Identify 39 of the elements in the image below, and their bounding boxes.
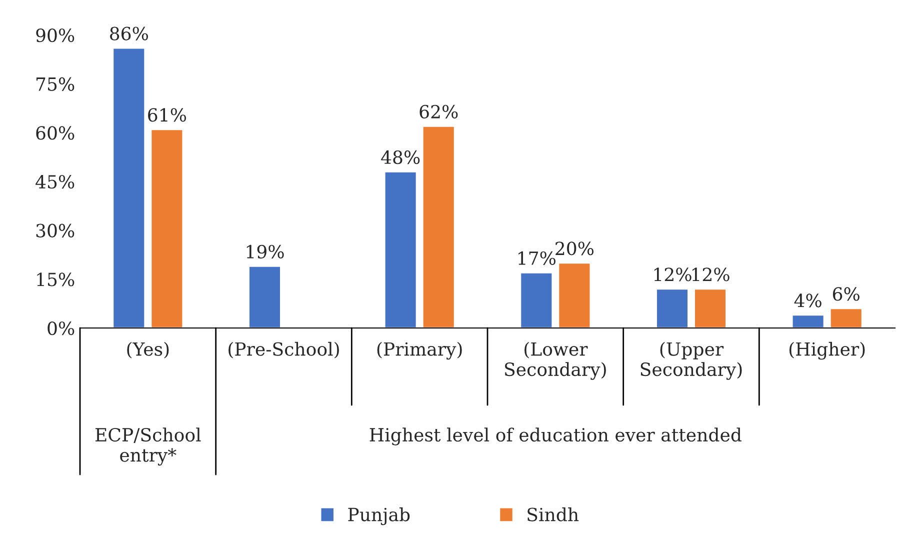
bar — [694, 288, 727, 328]
data-label: 20% — [556, 242, 594, 256]
bar — [384, 171, 418, 328]
data-label: 48% — [381, 150, 420, 164]
y-tick-label: 0% — [48, 321, 74, 336]
bar — [520, 272, 554, 328]
bar — [791, 314, 825, 328]
data-label: 19% — [246, 244, 284, 258]
data-label: 12% — [654, 268, 692, 282]
data-label: 17% — [518, 251, 556, 265]
data-label: 62% — [420, 104, 458, 118]
x-tick-label: (Pre-School) — [228, 342, 339, 358]
y-tick-label: 90% — [36, 28, 74, 42]
bar — [829, 308, 863, 328]
x-tick-label: (Lower Secondary) — [505, 342, 606, 380]
x-tick-label: (Higher) — [789, 342, 865, 360]
y-tick-label: 60% — [36, 126, 74, 140]
x-tick-label: (Primary) — [377, 342, 462, 360]
y-tick-label: 30% — [36, 224, 74, 238]
y-tick-label: 45% — [36, 174, 74, 189]
x-tick-label: (Upper Secondary) — [640, 342, 742, 380]
data-label: 61% — [148, 108, 186, 122]
text: Highest level of education ever attended — [370, 428, 742, 446]
legend-label: Sindh — [528, 507, 579, 522]
bar — [150, 128, 184, 328]
y-tick-label: 15% — [37, 272, 74, 286]
data-label: 6% — [832, 287, 860, 301]
bar — [422, 125, 456, 328]
text: ECP/School entry* — [95, 428, 201, 466]
bar — [558, 262, 592, 328]
data-label: 12% — [692, 268, 730, 282]
x-tick-label: (Yes) — [127, 342, 169, 358]
bar — [112, 47, 146, 328]
bar — [656, 288, 689, 328]
data-label: 86% — [110, 26, 148, 40]
data-label: 4% — [794, 294, 822, 308]
legend-label: Punjab — [348, 507, 410, 526]
y-tick-label: 75% — [36, 77, 74, 91]
bar — [248, 265, 282, 328]
